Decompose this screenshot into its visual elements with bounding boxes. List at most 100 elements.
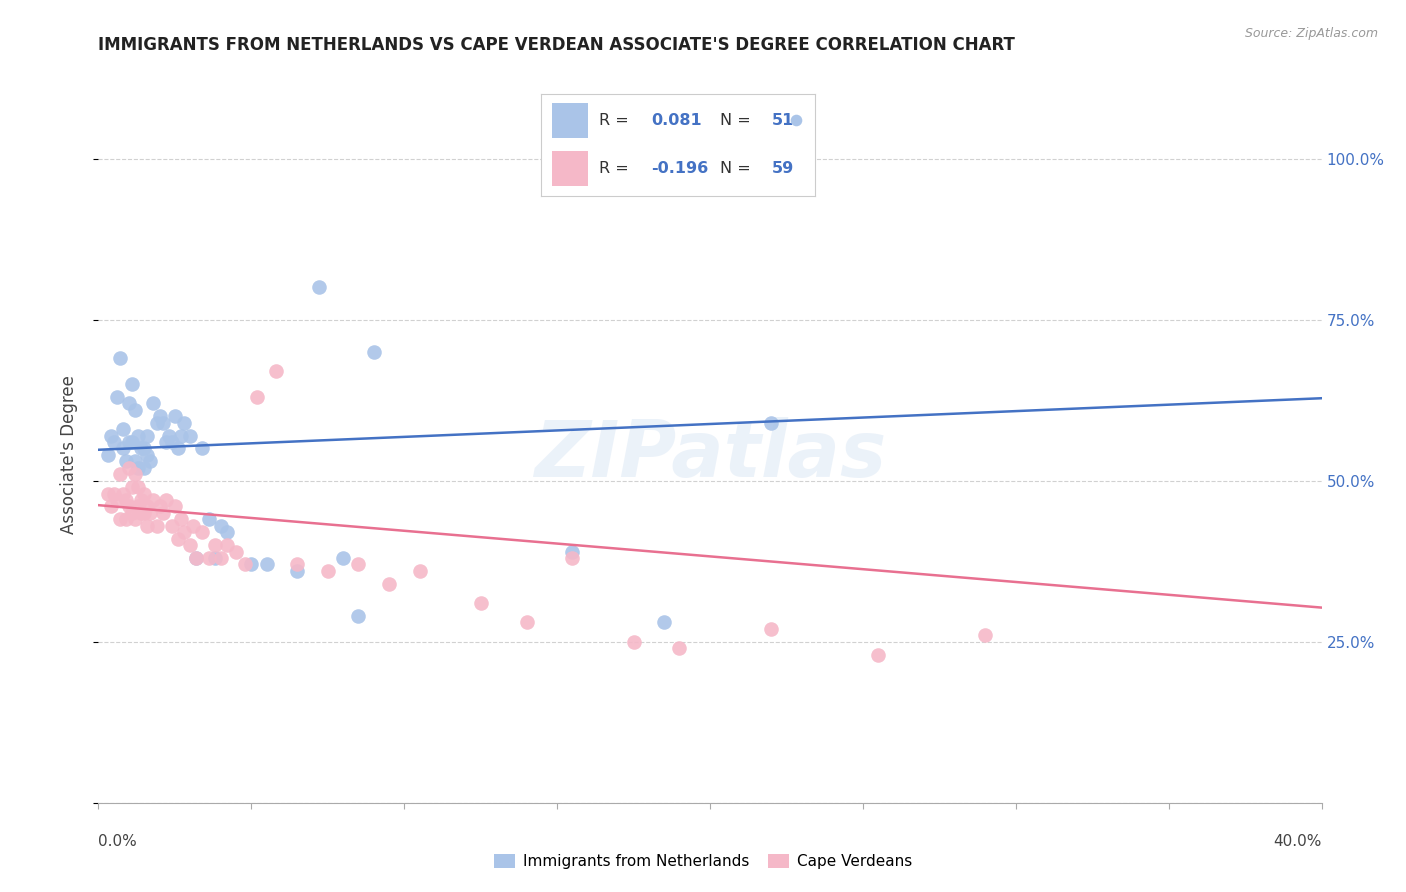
Point	[152, 506, 174, 520]
Point	[155, 493, 177, 508]
Point	[136, 428, 159, 442]
Point	[160, 518, 183, 533]
Point	[136, 500, 159, 514]
Text: R =: R =	[599, 161, 634, 176]
Point	[149, 409, 172, 424]
Point	[186, 551, 208, 566]
Point	[134, 506, 156, 520]
Point	[103, 435, 125, 450]
Text: Source: ZipAtlas.com: Source: ZipAtlas.com	[1244, 27, 1378, 40]
Point	[108, 512, 131, 526]
Point	[264, 364, 287, 378]
Point	[124, 402, 146, 417]
Point	[152, 416, 174, 430]
Legend: Immigrants from Netherlands, Cape Verdeans: Immigrants from Netherlands, Cape Verdea…	[488, 847, 918, 875]
Point	[197, 551, 219, 566]
Point	[516, 615, 538, 630]
Point	[118, 396, 141, 410]
Point	[759, 622, 782, 636]
Point	[191, 442, 214, 456]
Point	[191, 525, 214, 540]
Point	[145, 416, 167, 430]
Text: -0.196: -0.196	[651, 161, 709, 176]
Point	[124, 512, 146, 526]
Point	[139, 454, 162, 468]
Point	[105, 493, 128, 508]
Point	[118, 460, 141, 475]
Text: 59: 59	[772, 161, 794, 176]
Point	[163, 409, 186, 424]
Point	[97, 486, 120, 500]
Point	[167, 442, 190, 456]
Point	[378, 576, 401, 591]
Point	[111, 442, 134, 456]
Text: 0.081: 0.081	[651, 112, 702, 128]
Point	[209, 551, 232, 566]
Point	[163, 500, 186, 514]
Point	[363, 344, 385, 359]
Point	[668, 641, 690, 656]
Point	[170, 512, 193, 526]
Point	[170, 428, 193, 442]
Point	[127, 480, 149, 494]
Text: ZIPatlas: ZIPatlas	[534, 417, 886, 493]
Point	[285, 564, 308, 578]
Point	[134, 486, 156, 500]
Point	[108, 351, 131, 366]
Text: N =: N =	[720, 112, 755, 128]
Point	[105, 390, 128, 404]
Point	[173, 416, 195, 430]
Text: N =: N =	[720, 161, 755, 176]
Point	[111, 422, 134, 436]
Point	[124, 454, 146, 468]
Point	[121, 377, 143, 392]
Point	[129, 506, 152, 520]
Point	[97, 448, 120, 462]
Point	[240, 558, 263, 572]
Point	[197, 512, 219, 526]
Point	[408, 564, 430, 578]
Point	[759, 416, 782, 430]
Point	[121, 480, 143, 494]
Point	[225, 544, 247, 558]
Point	[129, 442, 152, 456]
Y-axis label: Associate's Degree: Associate's Degree	[59, 376, 77, 534]
Text: 0.0%: 0.0%	[98, 834, 138, 849]
Point	[124, 467, 146, 482]
Point	[136, 518, 159, 533]
Point	[181, 518, 204, 533]
Point	[111, 486, 134, 500]
Text: IMMIGRANTS FROM NETHERLANDS VS CAPE VERDEAN ASSOCIATE'S DEGREE CORRELATION CHART: IMMIGRANTS FROM NETHERLANDS VS CAPE VERD…	[98, 36, 1015, 54]
Point	[623, 634, 645, 648]
Point	[209, 518, 232, 533]
Point	[127, 460, 149, 475]
Point	[215, 525, 238, 540]
Point	[127, 428, 149, 442]
Point	[204, 538, 226, 552]
Point	[347, 609, 370, 624]
Point	[215, 538, 238, 552]
Point	[142, 396, 165, 410]
Point	[246, 390, 269, 404]
Point	[115, 512, 138, 526]
Point	[149, 500, 172, 514]
Point	[142, 493, 165, 508]
Point	[108, 467, 131, 482]
Point	[179, 428, 201, 442]
Point	[115, 454, 138, 468]
Point	[121, 435, 143, 450]
Text: 40.0%: 40.0%	[1274, 834, 1322, 849]
Point	[204, 551, 226, 566]
Point	[308, 280, 330, 294]
Point	[134, 442, 156, 456]
Point	[974, 628, 997, 642]
Point	[127, 500, 149, 514]
Point	[100, 428, 122, 442]
Point	[256, 558, 278, 572]
Point	[100, 500, 122, 514]
Point	[285, 558, 308, 572]
Point	[160, 435, 183, 450]
Point	[139, 506, 162, 520]
Point	[785, 113, 807, 128]
Point	[186, 551, 208, 566]
